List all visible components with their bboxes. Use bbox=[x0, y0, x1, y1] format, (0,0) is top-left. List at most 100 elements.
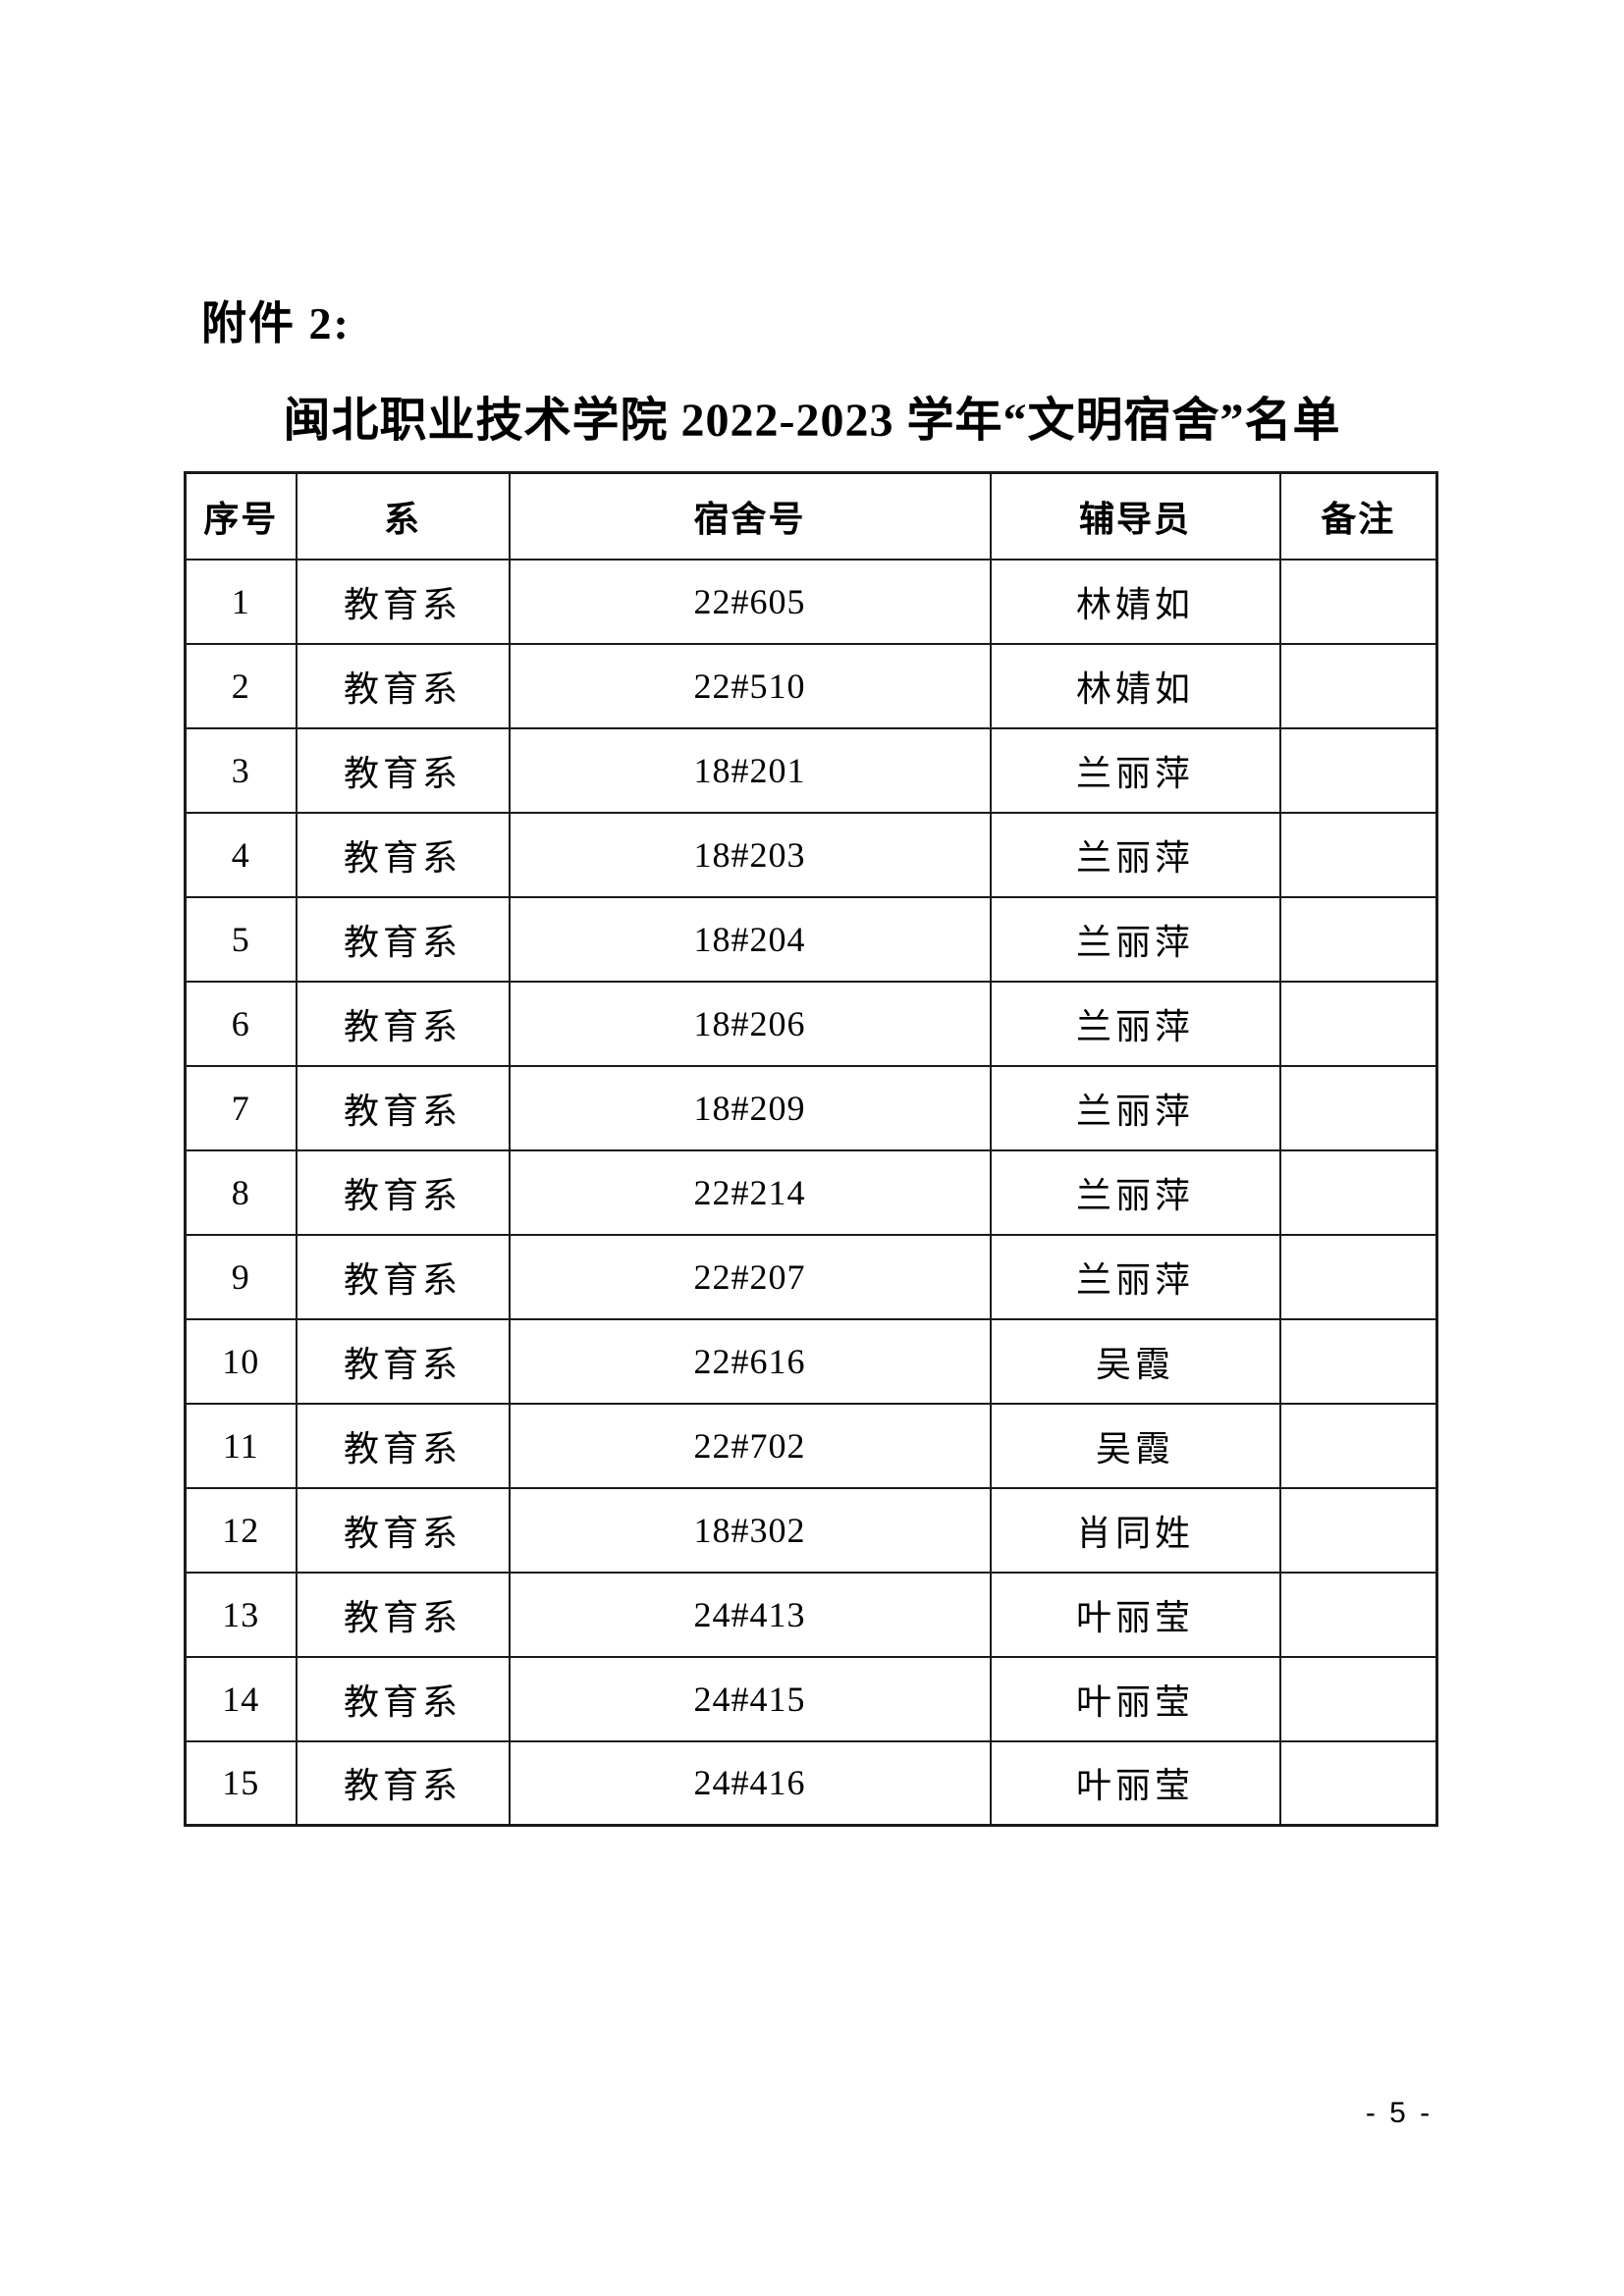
cell-department: 教育系 bbox=[295, 1317, 511, 1405]
cell-department: 教育系 bbox=[295, 642, 511, 729]
cell-seq: 4 bbox=[184, 811, 298, 898]
cell-note bbox=[1278, 1739, 1438, 1827]
column-header: 宿舍号 bbox=[508, 471, 992, 561]
table-row: 11 教育系 22#702 吴霞 bbox=[184, 1402, 1438, 1489]
cell-counselor: 兰丽萍 bbox=[989, 726, 1281, 814]
cell-note bbox=[1278, 811, 1438, 898]
cell-department: 教育系 bbox=[295, 726, 511, 814]
cell-department: 教育系 bbox=[295, 1571, 511, 1658]
cell-seq: 5 bbox=[184, 895, 298, 983]
cell-room: 18#206 bbox=[508, 980, 992, 1067]
cell-note bbox=[1278, 980, 1438, 1067]
cell-counselor: 兰丽萍 bbox=[989, 1233, 1281, 1320]
cell-seq: 8 bbox=[184, 1148, 298, 1236]
attachment-label: 附件 2: bbox=[201, 298, 351, 348]
cell-department: 教育系 bbox=[295, 811, 511, 898]
cell-department: 教育系 bbox=[295, 1739, 511, 1827]
cell-counselor: 兰丽萍 bbox=[989, 1148, 1281, 1236]
cell-note bbox=[1278, 1571, 1438, 1658]
cell-seq: 6 bbox=[184, 980, 298, 1067]
cell-department: 教育系 bbox=[295, 1233, 511, 1320]
cell-department: 教育系 bbox=[295, 1655, 511, 1742]
cell-counselor: 肖同姓 bbox=[989, 1486, 1281, 1574]
column-header: 系 bbox=[295, 471, 511, 561]
cell-room: 22#207 bbox=[508, 1233, 992, 1320]
cell-note bbox=[1278, 1064, 1438, 1151]
cell-room: 22#616 bbox=[508, 1317, 992, 1405]
cell-department: 教育系 bbox=[295, 1064, 511, 1151]
cell-department: 教育系 bbox=[295, 895, 511, 983]
cell-room: 24#413 bbox=[508, 1571, 992, 1658]
cell-department: 教育系 bbox=[295, 1486, 511, 1574]
table-row: 4 教育系 18#203 兰丽萍 bbox=[184, 811, 1438, 898]
cell-seq: 9 bbox=[184, 1233, 298, 1320]
cell-seq: 15 bbox=[184, 1739, 298, 1827]
cell-room: 22#510 bbox=[508, 642, 992, 729]
cell-note bbox=[1278, 642, 1438, 729]
table-row: 2 教育系 22#510 林婧如 bbox=[184, 642, 1438, 729]
cell-note bbox=[1278, 726, 1438, 814]
cell-room: 18#302 bbox=[508, 1486, 992, 1574]
table-row: 15 教育系 24#416 叶丽莹 bbox=[184, 1739, 1438, 1827]
cell-department: 教育系 bbox=[295, 1148, 511, 1236]
column-header: 序号 bbox=[184, 471, 298, 561]
cell-seq: 14 bbox=[184, 1655, 298, 1742]
cell-seq: 7 bbox=[184, 1064, 298, 1151]
cell-seq: 1 bbox=[184, 558, 298, 645]
cell-counselor: 兰丽萍 bbox=[989, 980, 1281, 1067]
cell-counselor: 林婧如 bbox=[989, 558, 1281, 645]
cell-room: 18#203 bbox=[508, 811, 992, 898]
table-row: 6 教育系 18#206 兰丽萍 bbox=[184, 980, 1438, 1067]
cell-counselor: 叶丽莹 bbox=[989, 1655, 1281, 1742]
table-row: 7 教育系 18#209 兰丽萍 bbox=[184, 1064, 1438, 1151]
cell-counselor: 叶丽莹 bbox=[989, 1571, 1281, 1658]
cell-seq: 3 bbox=[184, 726, 298, 814]
column-header: 备注 bbox=[1278, 471, 1438, 561]
table-row: 9 教育系 22#207 兰丽萍 bbox=[184, 1233, 1438, 1320]
table-row: 14 教育系 24#415 叶丽莹 bbox=[184, 1655, 1438, 1742]
table-row: 5 教育系 18#204 兰丽萍 bbox=[184, 895, 1438, 983]
cell-seq: 13 bbox=[184, 1571, 298, 1658]
cell-department: 教育系 bbox=[295, 1402, 511, 1489]
cell-room: 24#415 bbox=[508, 1655, 992, 1742]
cell-seq: 11 bbox=[184, 1402, 298, 1489]
table-row: 13 教育系 24#413 叶丽莹 bbox=[184, 1571, 1438, 1658]
cell-department: 教育系 bbox=[295, 558, 511, 645]
cell-note bbox=[1278, 1148, 1438, 1236]
page-number: - 5 - bbox=[1365, 2097, 1434, 2129]
cell-note bbox=[1278, 895, 1438, 983]
cell-room: 22#702 bbox=[508, 1402, 992, 1489]
table-row: 8 教育系 22#214 兰丽萍 bbox=[184, 1148, 1438, 1236]
cell-counselor: 林婧如 bbox=[989, 642, 1281, 729]
cell-note bbox=[1278, 1233, 1438, 1320]
cell-counselor: 兰丽萍 bbox=[989, 811, 1281, 898]
cell-counselor: 叶丽莹 bbox=[989, 1739, 1281, 1827]
table-body: 1 教育系 22#605 林婧如 2 教育系 22#510 林婧如 3 教育系 18#201 兰丽萍 4… bbox=[184, 558, 1438, 1827]
cell-seq: 2 bbox=[184, 642, 298, 729]
cell-room: 24#416 bbox=[508, 1739, 992, 1827]
table-row: 3 教育系 18#201 兰丽萍 bbox=[184, 726, 1438, 814]
cell-note bbox=[1278, 1486, 1438, 1574]
cell-room: 18#204 bbox=[508, 895, 992, 983]
cell-room: 18#201 bbox=[508, 726, 992, 814]
cell-note bbox=[1278, 1317, 1438, 1405]
cell-note bbox=[1278, 1402, 1438, 1489]
table-row: 1 教育系 22#605 林婧如 bbox=[184, 558, 1438, 645]
column-header: 辅导员 bbox=[989, 471, 1281, 561]
table-row: 10 教育系 22#616 吴霞 bbox=[184, 1317, 1438, 1405]
cell-room: 18#209 bbox=[508, 1064, 992, 1151]
cell-counselor: 吴霞 bbox=[989, 1402, 1281, 1489]
table-header-row: 序号系宿舍号 辅导员 备注 bbox=[184, 471, 1438, 561]
cell-seq: 12 bbox=[184, 1486, 298, 1574]
cell-note bbox=[1278, 1655, 1438, 1742]
cell-counselor: 吴霞 bbox=[989, 1317, 1281, 1405]
cell-department: 教育系 bbox=[295, 980, 511, 1067]
table-row: 12 教育系 18#302 肖同姓 bbox=[184, 1486, 1438, 1574]
cell-counselor: 兰丽萍 bbox=[989, 895, 1281, 983]
dorm-table: 序号系宿舍号 辅导员 备注 1 教育系 22#605 林婧如 2 教育系 22#510 林婧如 3 教… bbox=[184, 471, 1438, 1827]
cell-room: 22#605 bbox=[508, 558, 992, 645]
cell-room: 22#214 bbox=[508, 1148, 992, 1236]
cell-note bbox=[1278, 558, 1438, 645]
page-title: 闽北职业技术学院 2022-2023 学年“文明宿舍”名单 bbox=[283, 395, 1341, 447]
